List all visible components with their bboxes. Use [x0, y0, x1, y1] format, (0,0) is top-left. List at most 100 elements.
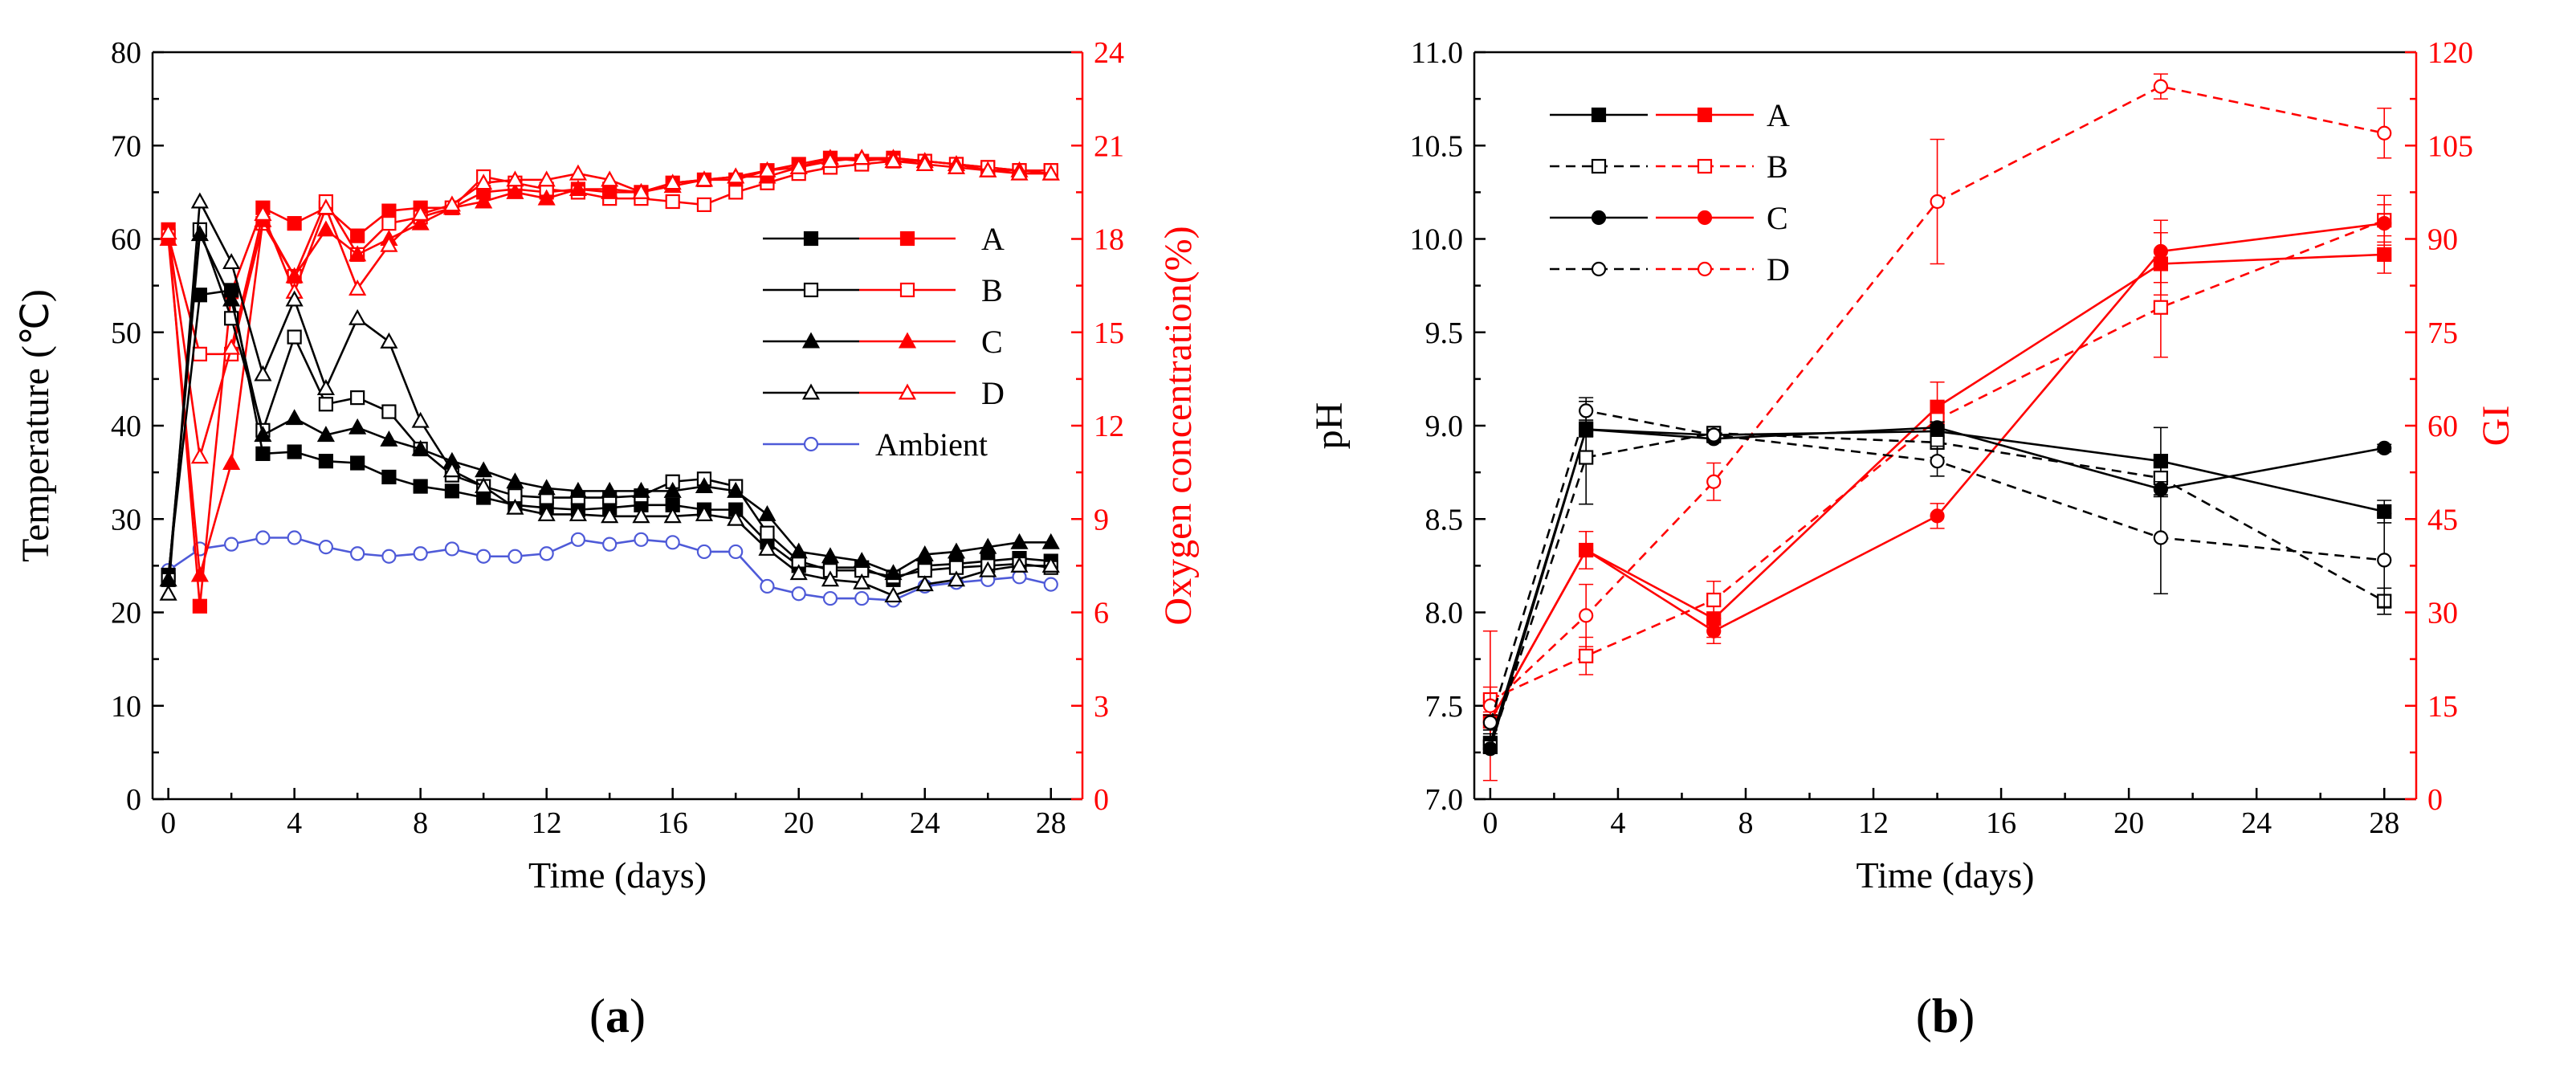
right-y-tick-label: 105	[2427, 129, 2473, 163]
gi-point	[1482, 698, 1498, 713]
oxygen-point	[381, 203, 397, 218]
legend-marker-oxygen	[898, 383, 917, 400]
oxygen-point	[789, 157, 808, 174]
temperature-point	[380, 430, 398, 447]
x-tick-label: 28	[2369, 806, 2399, 840]
panel-label: (a)	[589, 989, 646, 1042]
legend-marker-ph	[1591, 261, 1607, 277]
temperature-point	[224, 537, 239, 552]
ph-point	[1706, 427, 1722, 443]
right-y-tick-label: 0	[1094, 783, 1109, 817]
oxygen-point	[350, 228, 365, 243]
oxygen-point	[569, 164, 588, 181]
oxygen-point	[1010, 164, 1029, 181]
oxygen-point	[316, 220, 335, 237]
legend-marker-temperature	[803, 282, 819, 298]
temperature-point	[821, 570, 840, 587]
temperature-point	[727, 509, 745, 526]
oxygen-point	[506, 170, 524, 187]
temperature-point	[695, 477, 714, 494]
x-tick-label: 20	[784, 806, 814, 840]
temperature-point	[442, 461, 461, 478]
temperature-point	[475, 461, 493, 478]
temperature-point	[1010, 556, 1029, 573]
temperature-point	[287, 444, 302, 459]
left-y-tick-label: 8.5	[1425, 503, 1464, 537]
left-y-tick-label: 20	[111, 597, 141, 630]
legend-marker-ph	[1591, 158, 1607, 174]
temperature-point	[915, 575, 934, 592]
temperature-point	[348, 308, 367, 325]
x-tick-label: 0	[1482, 806, 1498, 840]
oxygen-series-d	[159, 149, 1060, 464]
ph-point	[1482, 715, 1498, 730]
oxygen-point	[601, 170, 619, 187]
temperature-point	[537, 504, 556, 521]
temperature-point	[476, 549, 491, 564]
oxygen-point	[821, 152, 840, 169]
legend-marker-oxygen	[899, 282, 915, 298]
right-y-tick-label: 21	[1094, 129, 1124, 163]
oxygen-point	[537, 189, 556, 206]
legend-label: A	[1767, 97, 1790, 133]
panel-b-chart: 0 4 8 12 16 20 24 28 7.0 7.5 8.0 8.5 9.0 9.5 10.0 10.5 1…	[1308, 36, 2517, 1042]
oxygen-point	[853, 149, 871, 165]
oxygen-point	[348, 245, 367, 262]
oxygen-point	[728, 185, 744, 200]
oxygen-point	[411, 205, 430, 221]
oxygen-point	[381, 216, 397, 231]
temperature-point	[632, 481, 650, 498]
temperature-point	[634, 532, 649, 547]
temperature-point	[665, 535, 680, 550]
legend-marker-oxygen	[898, 332, 917, 349]
temperature-point	[758, 504, 776, 521]
oxygen-point	[411, 214, 430, 231]
temperature-point	[760, 525, 775, 541]
temperature-point	[1043, 577, 1058, 592]
oxygen-point	[979, 161, 997, 177]
temperature-point	[318, 540, 333, 555]
legend-label: Ambient	[875, 426, 988, 463]
x-tick-label: 0	[161, 806, 176, 840]
oxygen-point	[537, 170, 556, 187]
temperature-point	[381, 469, 397, 485]
oxygen-point	[569, 180, 588, 196]
temperature-point	[444, 541, 460, 557]
legend-marker-ph	[1591, 107, 1607, 123]
ph-point	[1579, 403, 1594, 418]
legend-marker-gi	[1697, 158, 1713, 174]
temperature-point	[884, 586, 903, 603]
x-tick-label: 4	[287, 806, 302, 840]
temperature-point	[789, 542, 808, 559]
x-tick-label: 28	[1036, 806, 1066, 840]
left-y-tick-label: 10.5	[1410, 129, 1464, 163]
oxygen-point	[254, 205, 272, 221]
temperature-point	[255, 446, 271, 461]
oxygen-point	[696, 197, 712, 212]
temperature-point	[411, 439, 430, 456]
temperature-point	[190, 192, 209, 209]
panel-label: (b)	[1916, 989, 1975, 1042]
temperature-point	[569, 504, 588, 521]
right-y-tick-label: 24	[1094, 36, 1124, 70]
temperature-point	[475, 477, 493, 494]
temperature-point	[632, 507, 650, 524]
oxygen-point	[727, 167, 745, 184]
temperature-point	[285, 290, 304, 307]
temperature-point	[760, 578, 775, 594]
temperature-point	[947, 542, 966, 559]
x-axis-title: Time (days)	[1857, 855, 2035, 896]
temperature-point	[506, 498, 524, 515]
x-tick-label: 8	[413, 806, 428, 840]
right-y-tick-label: 6	[1094, 597, 1109, 630]
gi-point	[1930, 508, 1945, 524]
oxygen-point	[601, 182, 619, 199]
oxygen-point	[915, 155, 934, 171]
temperature-point	[822, 590, 838, 606]
left-y-tick-label: 50	[111, 316, 141, 350]
oxygen-point	[947, 157, 966, 174]
ph-point	[1930, 454, 1945, 469]
temperature-point	[287, 329, 302, 345]
